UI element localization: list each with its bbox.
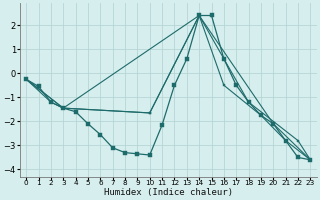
X-axis label: Humidex (Indice chaleur): Humidex (Indice chaleur) [104, 188, 233, 197]
